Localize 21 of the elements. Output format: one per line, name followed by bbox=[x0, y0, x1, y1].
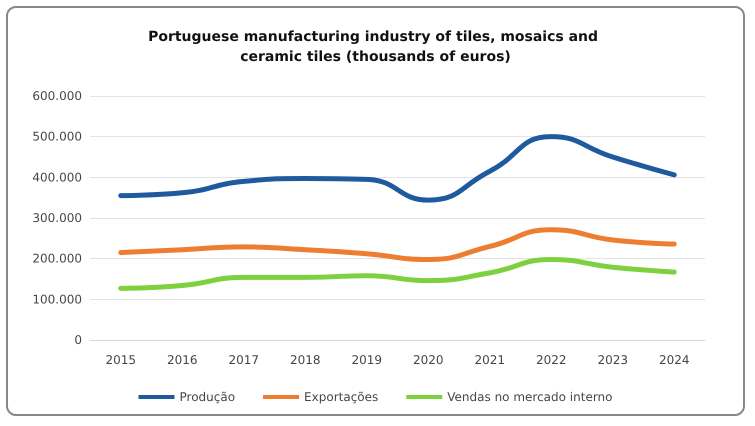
legend-label: Produção bbox=[180, 390, 236, 404]
x-tick-label: 2019 bbox=[351, 353, 382, 367]
x-tick-label: 2022 bbox=[536, 353, 567, 367]
x-tick-label: 2020 bbox=[412, 353, 444, 367]
y-tick-label: 500.000 bbox=[32, 130, 82, 144]
x-tick-label: 2015 bbox=[105, 353, 136, 367]
y-tick-label: 600.000 bbox=[32, 89, 82, 103]
x-tick-label: 2016 bbox=[166, 353, 198, 367]
y-tick-label: 300.000 bbox=[32, 211, 82, 225]
y-tick-label: 100.000 bbox=[32, 292, 82, 306]
x-tick-label: 2021 bbox=[474, 353, 506, 367]
x-tick-label: 2024 bbox=[658, 353, 690, 367]
x-tick-label: 2018 bbox=[290, 353, 321, 367]
x-tick-label: 2017 bbox=[228, 353, 260, 367]
x-tick-label: 2023 bbox=[597, 353, 628, 367]
y-tick-label: 400.000 bbox=[32, 170, 82, 184]
chart-title: Portuguese manufacturing industry of tiles, mosaics and ceramic tiles (thousands of euros) bbox=[148, 29, 603, 65]
y-tick-label: 0 bbox=[74, 333, 82, 347]
legend-label: Exportações bbox=[304, 390, 378, 404]
y-tick-label: 200.000 bbox=[32, 252, 82, 266]
legend-label: Vendas no mercado interno bbox=[447, 390, 612, 404]
